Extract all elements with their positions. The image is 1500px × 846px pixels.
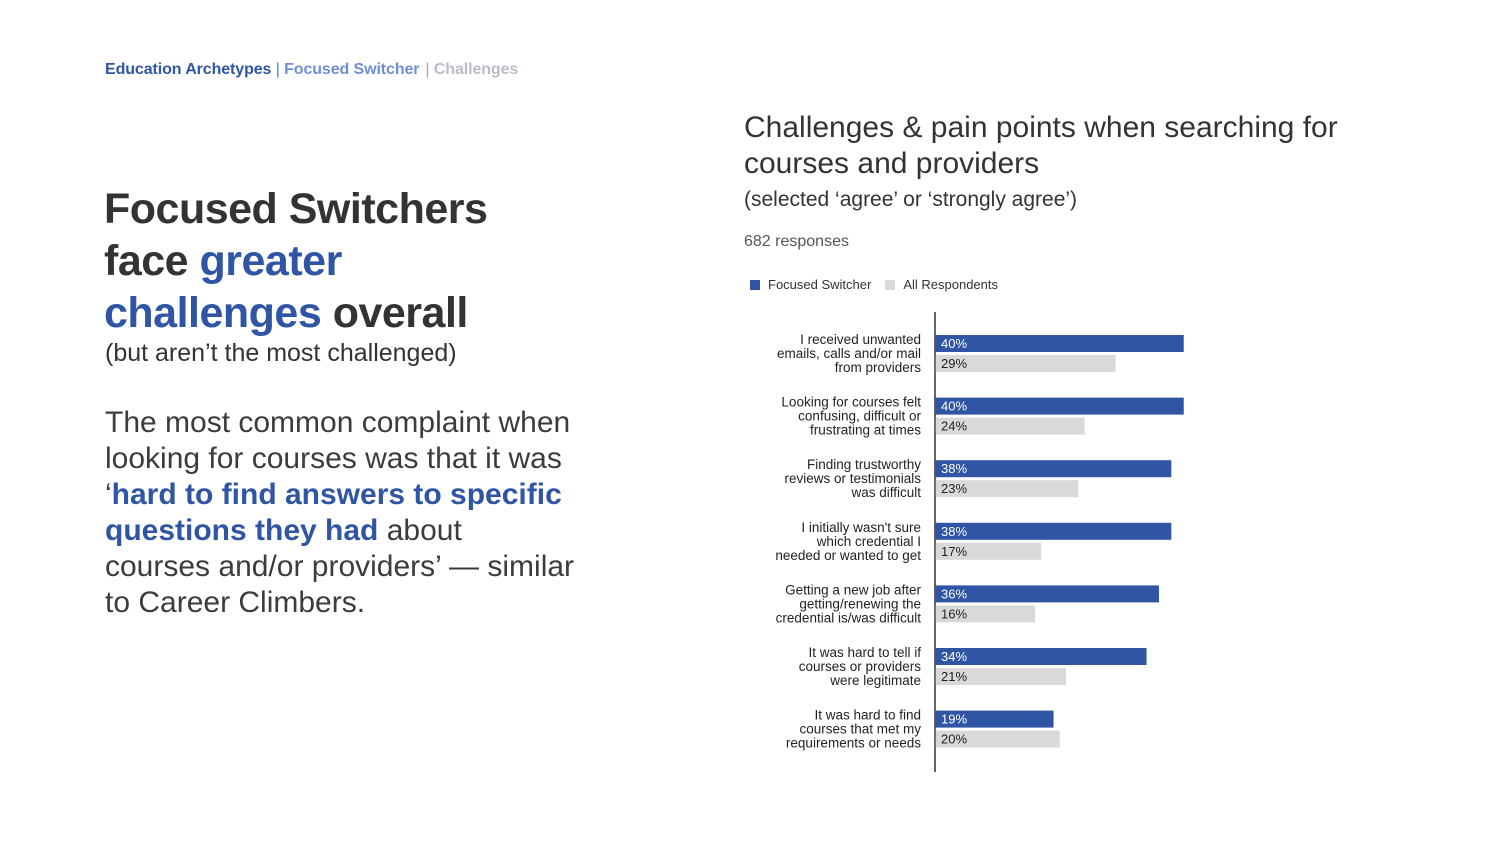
legend-swatch-all [885,279,896,290]
category-label: I received unwanted emails, calls and/or … [777,332,921,375]
category-label-line: requirements or needs [786,736,921,751]
bar-all-respondents [935,605,1035,623]
legend-item-focused-switcher: Focused Switcher [750,277,871,292]
data-label-focused-switcher: 40% [941,336,967,351]
data-label-all-respondents: 16% [941,606,967,621]
chart-subtitle: (selected ‘agree’ or ‘strongly agree’) [744,188,1078,211]
category-label-line: It was hard to tell if [808,645,921,660]
headline-line1: Focused Switchers [104,185,488,233]
headline-line3a: challenges [104,289,322,337]
headline-line2b: greater [199,237,343,285]
data-label-focused-switcher: 38% [941,524,967,539]
body-highlight: hard to find answers to specific questio… [105,478,562,547]
data-label-all-respondents: 24% [941,419,967,434]
headline-line3b: overall [321,289,469,337]
data-label-focused-switcher: 36% [941,586,967,601]
bar-focused-switcher [935,522,1172,540]
bar-focused-switcher [935,648,1147,665]
category-label-line: credential is/was difficult [776,610,922,625]
data-label-focused-switcher: 19% [941,712,967,727]
category-label: It was hard to tell if courses or provide… [799,645,922,688]
body-paragraph: The most common complaint when looking f… [105,405,575,621]
bar-all-respondents [935,730,1060,748]
headline-line2a: face [104,237,200,285]
breadcrumb: Education Archetypes | Focused Switcher |… [105,61,518,79]
legend-label-all: All Respondents [903,277,998,292]
bar-focused-switcher [935,335,1184,352]
category-label-line: getting/renewing the [799,596,921,611]
breadcrumb-challenges: Challenges [433,61,519,78]
category-label-line: Finding trustworthy [807,457,921,472]
breadcrumb-focused-switcher[interactable]: Focused Switcher [284,61,420,78]
category-label-line: Getting a new job after [785,582,921,597]
bar-focused-switcher [935,585,1159,603]
category-label-line: It was hard to find [814,708,921,723]
legend-label-focused: Focused Switcher [768,277,872,292]
category-label-line: frustrating at times [810,423,921,438]
category-label-line: Looking for courses felt [781,395,921,410]
category-label-line: were legitimate [829,673,921,688]
data-label-focused-switcher: 40% [941,399,967,414]
category-label: Finding trustworthy reviews or testimonia… [784,457,921,500]
category-label-line: I received unwanted [800,332,921,347]
page-subtitle: (but aren’t the most challenged) [105,339,457,367]
data-label-focused-switcher: 38% [941,461,967,476]
category-label-line: courses or providers [799,659,922,674]
legend-swatch-focused [750,279,760,290]
data-label-all-respondents: 17% [941,544,967,559]
breadcrumb-separator-2: | [425,61,434,78]
category-label: I initially wasn't sure which credential … [775,520,921,563]
category-label-line: emails, calls and/or mail [777,346,921,361]
category-label-line: which credential I [816,534,921,549]
category-label: Getting a new job after getting/renewing … [776,582,922,625]
data-label-all-respondents: 21% [941,669,967,684]
category-label-line: needed or wanted to get [775,548,921,563]
bar-all-respondents [935,542,1042,560]
bar-all-respondents [935,668,1066,685]
data-label-all-respondents: 20% [941,732,967,747]
category-label-line: courses that met my [799,722,921,737]
category-label-line: I initially wasn't sure [801,520,921,535]
chart-title: Challenges & pain points when searching … [744,111,1338,180]
bar-focused-switcher [935,397,1184,415]
breadcrumb-education-archetypes[interactable]: Education Archetypes [105,61,272,78]
page-title: Focused Switchers face greater challenge… [104,183,624,339]
data-label-focused-switcher: 34% [941,649,967,664]
category-label: Looking for courses felt confusing, diffi… [781,395,921,438]
category-label-line: from providers [835,360,922,375]
category-label-line: reviews or testimonials [784,471,921,486]
bar-chart: I received unwanted emails, calls and/or … [775,312,1184,772]
category-label: It was hard to find courses that met my re… [786,708,921,751]
body-part1: The most common complaint when looking f… [105,406,571,511]
category-label-line: was difficult [850,485,921,500]
bar-all-respondents [935,355,1116,372]
data-label-all-respondents: 29% [941,356,967,371]
breadcrumb-separator: | [271,61,285,78]
category-label-line: confusing, difficult or [798,409,921,424]
chart-legend: Focused Switcher All Respondents [750,277,1012,292]
legend-item-all-respondents: All Respondents [885,277,998,292]
bar-all-respondents [935,480,1079,498]
bar-all-respondents [935,417,1085,435]
body-part3: about courses and/or providers’ — simila… [105,514,575,619]
bar-focused-switcher [935,460,1172,478]
bar-focused-switcher [935,710,1054,728]
data-label-all-respondents: 23% [941,481,967,496]
chart-response-count: 682 responses [744,233,849,250]
